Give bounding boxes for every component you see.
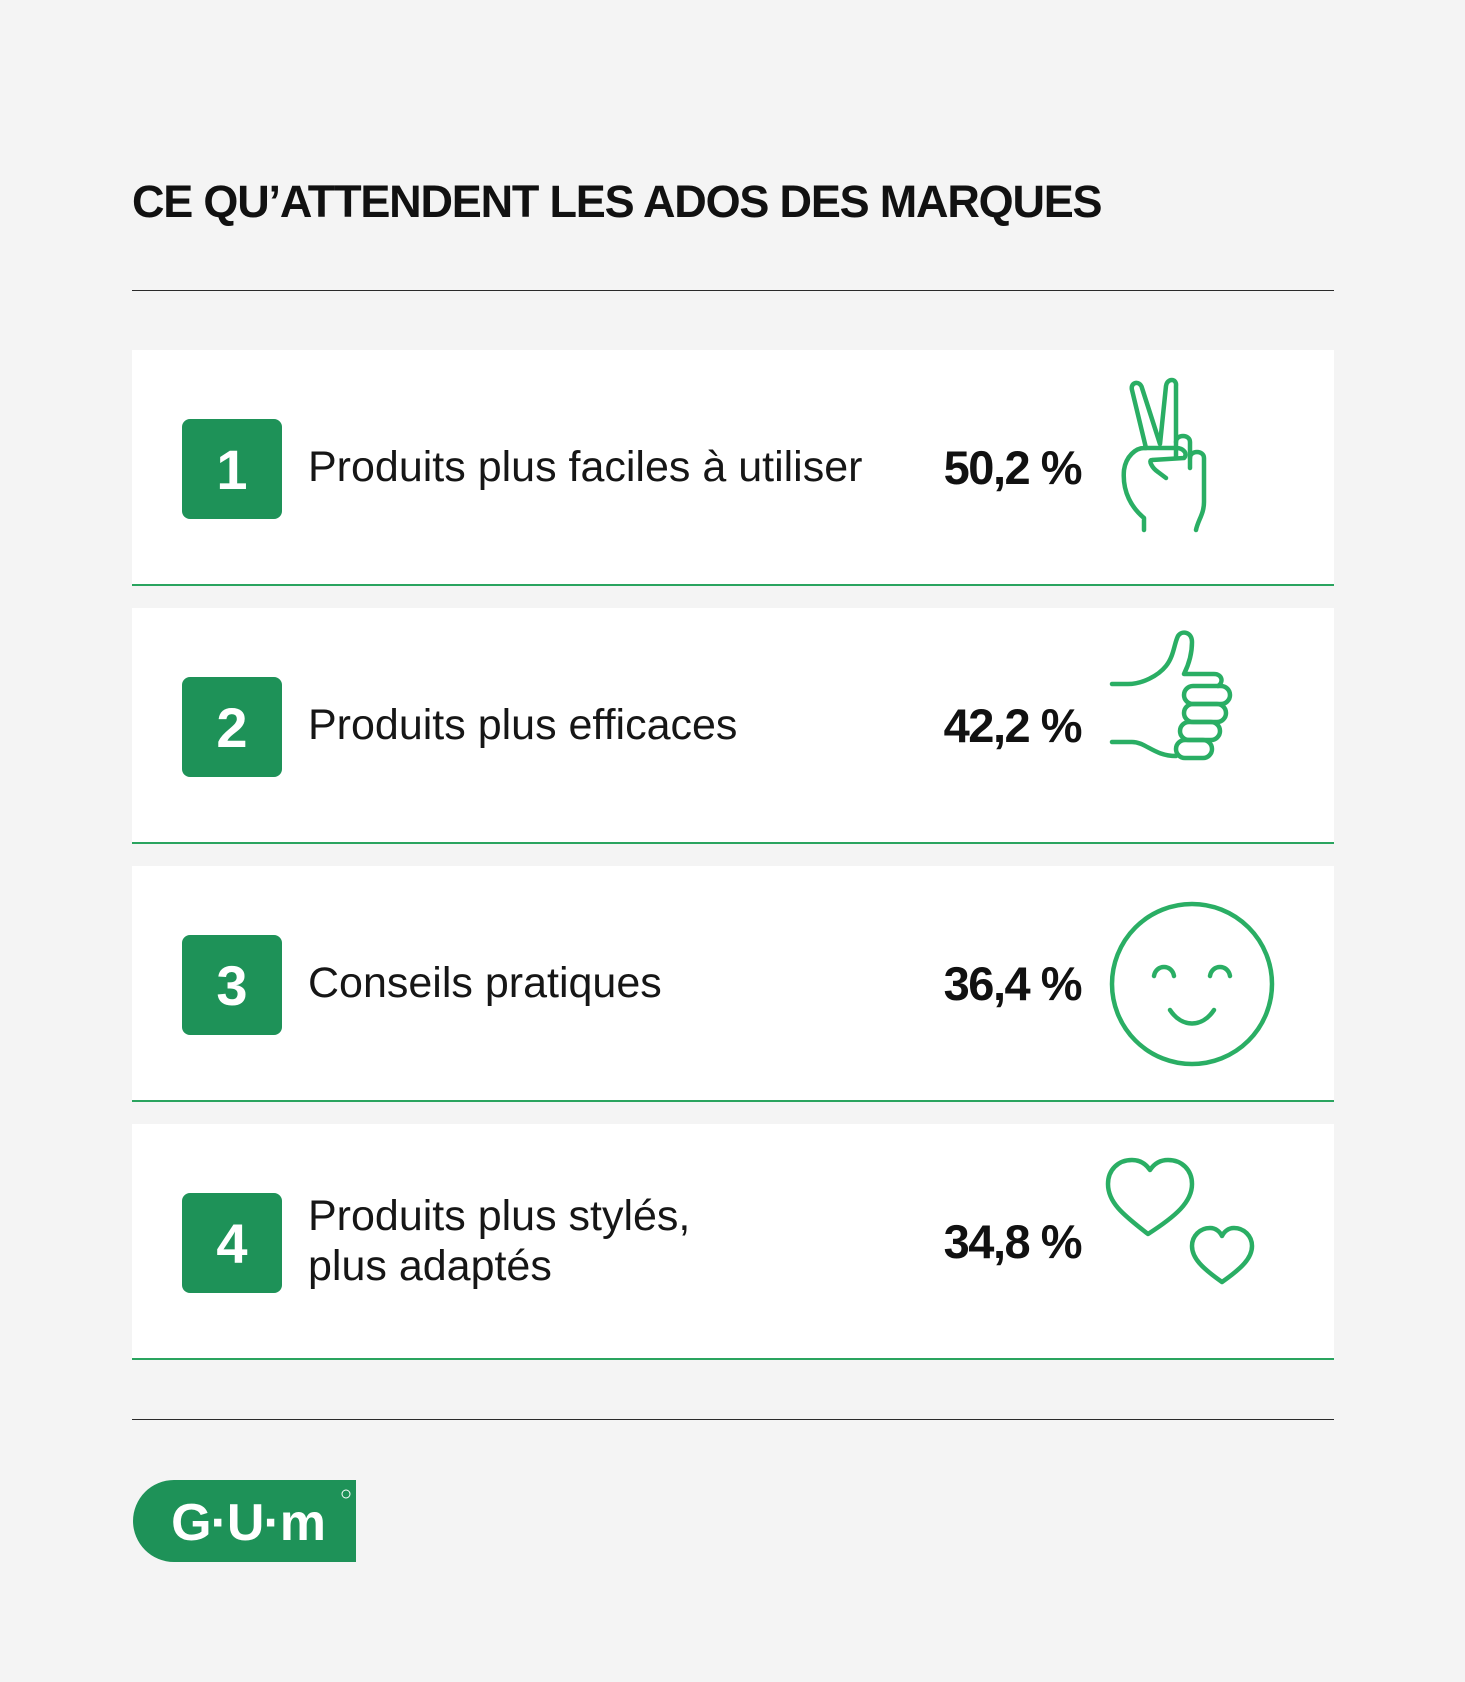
rank-badge: 2 xyxy=(182,677,282,777)
row-label-line: Produits plus efficaces xyxy=(308,701,738,749)
victory-hand-icon xyxy=(1092,368,1292,568)
gum-logo: G·U·m xyxy=(132,1480,356,1562)
rank-badge: 3 xyxy=(182,935,282,1035)
row-value: 42,2 % xyxy=(943,698,1083,752)
row-value: 50,2 % xyxy=(943,440,1083,494)
row-label: Produits plus stylés, plus adaptés xyxy=(308,1124,690,1358)
row-label: Produits plus faciles à utiliser xyxy=(308,350,862,584)
row-value: 34,8 % xyxy=(943,1214,1083,1268)
bottom-divider xyxy=(132,1419,1334,1420)
row-value: 36,4 % xyxy=(943,956,1083,1010)
rank-badge: 1 xyxy=(182,419,282,519)
hearts-icon xyxy=(1092,1142,1292,1342)
row-label: Produits plus efficaces xyxy=(308,608,737,842)
page-title: CE QU’ATTENDENT LES ADOS DES MARQUES xyxy=(132,176,1103,227)
row-label-line: Produits plus stylés, xyxy=(308,1192,691,1240)
svg-text:G·U·m: G·U·m xyxy=(171,1494,325,1552)
rank-badge: 4 xyxy=(182,1193,282,1293)
ranking-row: 4 Produits plus stylés, plus adaptés 34,8 % xyxy=(132,1124,1334,1360)
row-label-line: plus adaptés xyxy=(308,1242,552,1290)
ranking-row: 2 Produits plus efficaces 42,2 % xyxy=(132,608,1334,844)
ranking-row: 1 Produits plus faciles à utiliser 50,2 % xyxy=(132,350,1334,586)
smiley-face-icon xyxy=(1092,884,1292,1084)
row-label-line: Conseils pratiques xyxy=(308,959,662,1007)
ranking-list: 1 Produits plus faciles à utiliser 50,2 % 2… xyxy=(132,350,1334,1382)
row-label: Conseils pratiques xyxy=(308,866,662,1100)
ranking-row: 3 Conseils pratiques 36,4 % xyxy=(132,866,1334,1102)
thumbs-up-icon xyxy=(1092,626,1292,826)
top-divider xyxy=(132,290,1334,291)
row-label-line: Produits plus faciles à utiliser xyxy=(308,443,863,491)
